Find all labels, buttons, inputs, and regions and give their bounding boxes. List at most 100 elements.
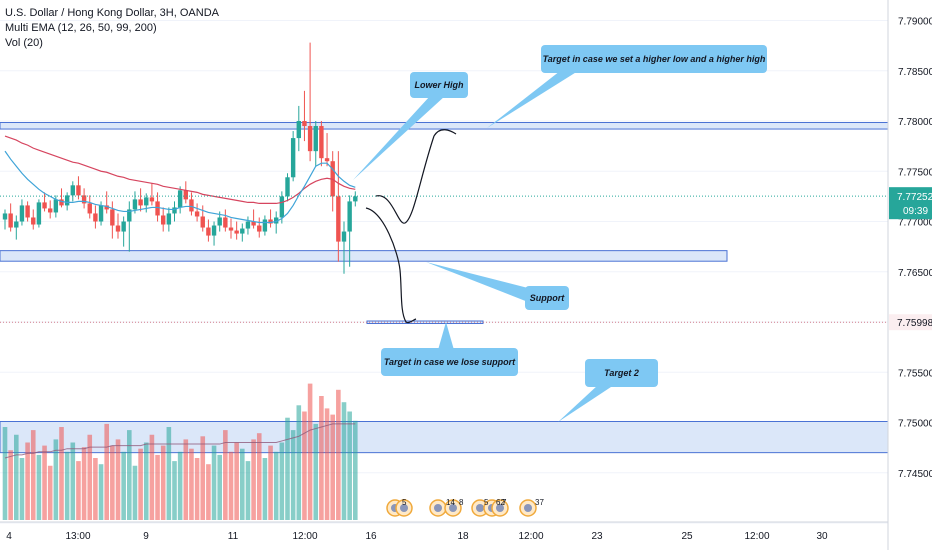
candle-body xyxy=(59,199,64,206)
volume-bar xyxy=(223,430,228,520)
volume-bar xyxy=(234,442,239,520)
current-price-tag xyxy=(889,187,932,220)
candle-body xyxy=(110,209,115,226)
volume-bar xyxy=(262,458,268,520)
volume-bar xyxy=(285,417,290,520)
candle-body xyxy=(217,217,222,226)
indicator-label: Multi EMA (12, 26, 50, 99, 200) xyxy=(5,22,157,34)
callout-text: Target in case we lose support xyxy=(384,357,516,367)
volume-bar xyxy=(183,439,189,520)
candle-body xyxy=(64,195,70,206)
volume-bar xyxy=(149,434,155,520)
volume-bar xyxy=(2,427,8,520)
event-badge-count: 5 xyxy=(402,498,407,507)
time-tick-label: 23 xyxy=(591,531,603,542)
candle-body xyxy=(104,205,109,210)
volume-bar xyxy=(155,454,160,520)
marked-price-tag xyxy=(889,314,932,331)
volume-bar xyxy=(324,408,330,520)
candle-body xyxy=(155,201,160,216)
candle-body xyxy=(200,216,205,228)
candle-body xyxy=(211,225,217,236)
volume-bar xyxy=(53,439,59,520)
projection-down-path xyxy=(365,207,417,324)
volume-bar xyxy=(206,464,211,520)
event-badge-count: 37 xyxy=(535,498,544,507)
candle-body xyxy=(76,185,81,196)
candle-body xyxy=(161,215,166,225)
time-tick-label: 16 xyxy=(365,531,377,542)
candle-body xyxy=(81,195,87,204)
candles xyxy=(2,42,358,274)
callout-pointer xyxy=(438,322,454,350)
volume-bar xyxy=(160,445,166,520)
candle-body xyxy=(98,205,104,222)
zone-target 2 xyxy=(0,420,889,454)
volume-bar xyxy=(245,461,251,520)
time-tick-label: 11 xyxy=(228,531,239,542)
candle-body xyxy=(302,121,307,127)
candle-body xyxy=(223,217,228,228)
event-flag-icon xyxy=(524,504,532,512)
candle-body xyxy=(240,228,245,234)
candle-body xyxy=(172,207,177,214)
price-tick-label: 7.75000 xyxy=(898,419,932,430)
volume-bar xyxy=(42,445,47,520)
volume-bar xyxy=(104,423,109,520)
volume-bar xyxy=(273,451,279,520)
chart-legend: U.S. Dollar / Hong Kong Dollar, 3H, OAND… xyxy=(5,6,219,51)
volume-bar xyxy=(302,411,307,520)
candle-body xyxy=(177,190,183,208)
callout-pointer xyxy=(426,262,528,302)
candle-body xyxy=(194,211,200,217)
volume-bar xyxy=(341,402,347,520)
volume-bar xyxy=(172,461,177,520)
candle-body xyxy=(132,199,138,210)
volume-bar xyxy=(81,447,87,520)
price-tick-label: 7.76500 xyxy=(898,268,932,279)
candle-body xyxy=(245,221,251,229)
candle-body xyxy=(268,219,273,224)
volume-bar xyxy=(110,445,115,520)
ema-lines xyxy=(4,135,356,224)
volume-bar xyxy=(200,436,206,520)
candle-body xyxy=(48,208,53,213)
volume-bar xyxy=(177,451,183,520)
countdown-label: 09:39 xyxy=(903,206,928,217)
time-tick-label: 12:00 xyxy=(744,531,769,542)
time-tick-label: 12:00 xyxy=(292,531,317,542)
volume-bar xyxy=(296,405,302,520)
callout-box xyxy=(541,45,767,73)
volume-bar xyxy=(251,439,256,520)
candle-body xyxy=(296,121,301,139)
volume-bar xyxy=(76,461,81,520)
candle-body xyxy=(274,217,279,224)
price-tick-label: 7.77500 xyxy=(898,167,932,178)
volume-bar xyxy=(189,448,194,520)
time-tick-label: 25 xyxy=(681,531,693,542)
volume-bar xyxy=(115,439,121,520)
volume-bar xyxy=(279,442,285,520)
candle-body xyxy=(121,221,126,232)
volume-bar xyxy=(240,448,245,520)
candle-body xyxy=(341,231,347,242)
callouts: Lower High Target in case we set a higher… xyxy=(353,45,767,422)
candle-body xyxy=(290,138,296,178)
event-badge-count: 14 xyxy=(446,498,455,507)
projection-up-path xyxy=(375,129,457,224)
callout-pointer xyxy=(353,96,445,180)
current-price-label: 7.77252 xyxy=(897,192,932,203)
candle-body xyxy=(319,126,324,159)
ema-line xyxy=(4,150,356,224)
candle-body xyxy=(313,126,318,152)
candle-body xyxy=(347,201,352,232)
symbol-title: U.S. Dollar / Hong Kong Dollar, 3H, OAND… xyxy=(5,7,219,19)
volume-bar xyxy=(8,450,13,520)
candle-body xyxy=(353,196,358,202)
candle-body xyxy=(279,196,285,218)
volume-bar xyxy=(228,451,234,520)
candle-body xyxy=(336,196,341,242)
volume-bar xyxy=(313,423,319,520)
candle-body xyxy=(25,205,30,218)
